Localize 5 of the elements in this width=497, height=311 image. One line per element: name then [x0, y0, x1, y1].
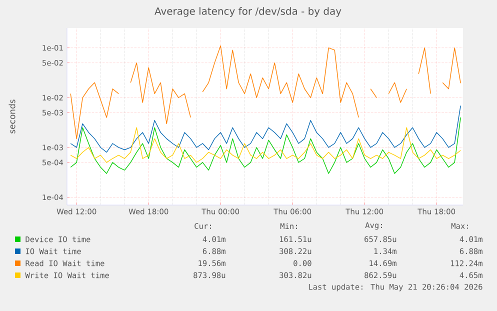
line-series [70, 105, 461, 153]
line-series [70, 117, 461, 174]
chart-title: Average latency for /dev/sda - by day [154, 7, 342, 17]
y-axis-title: seconds [8, 100, 16, 134]
line-series [70, 127, 461, 163]
